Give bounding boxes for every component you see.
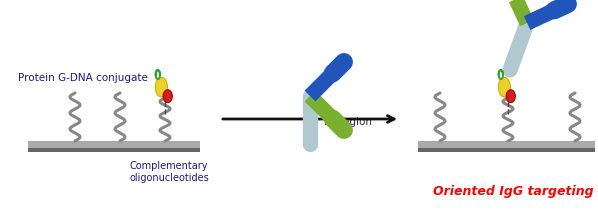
Polygon shape (499, 78, 510, 97)
Bar (418, 141, 595, 148)
Text: Complementary
oligonucleotides: Complementary oligonucleotides (130, 161, 210, 183)
Bar (28, 141, 200, 148)
Text: Protein G-DNA conjugate: Protein G-DNA conjugate (18, 73, 148, 83)
Polygon shape (163, 90, 172, 103)
Polygon shape (155, 78, 167, 97)
Bar (28, 148, 200, 152)
Bar (418, 148, 595, 152)
Text: Oriented IgG targeting: Oriented IgG targeting (433, 184, 594, 197)
Text: Fc region: Fc region (324, 117, 372, 127)
Polygon shape (507, 90, 515, 103)
